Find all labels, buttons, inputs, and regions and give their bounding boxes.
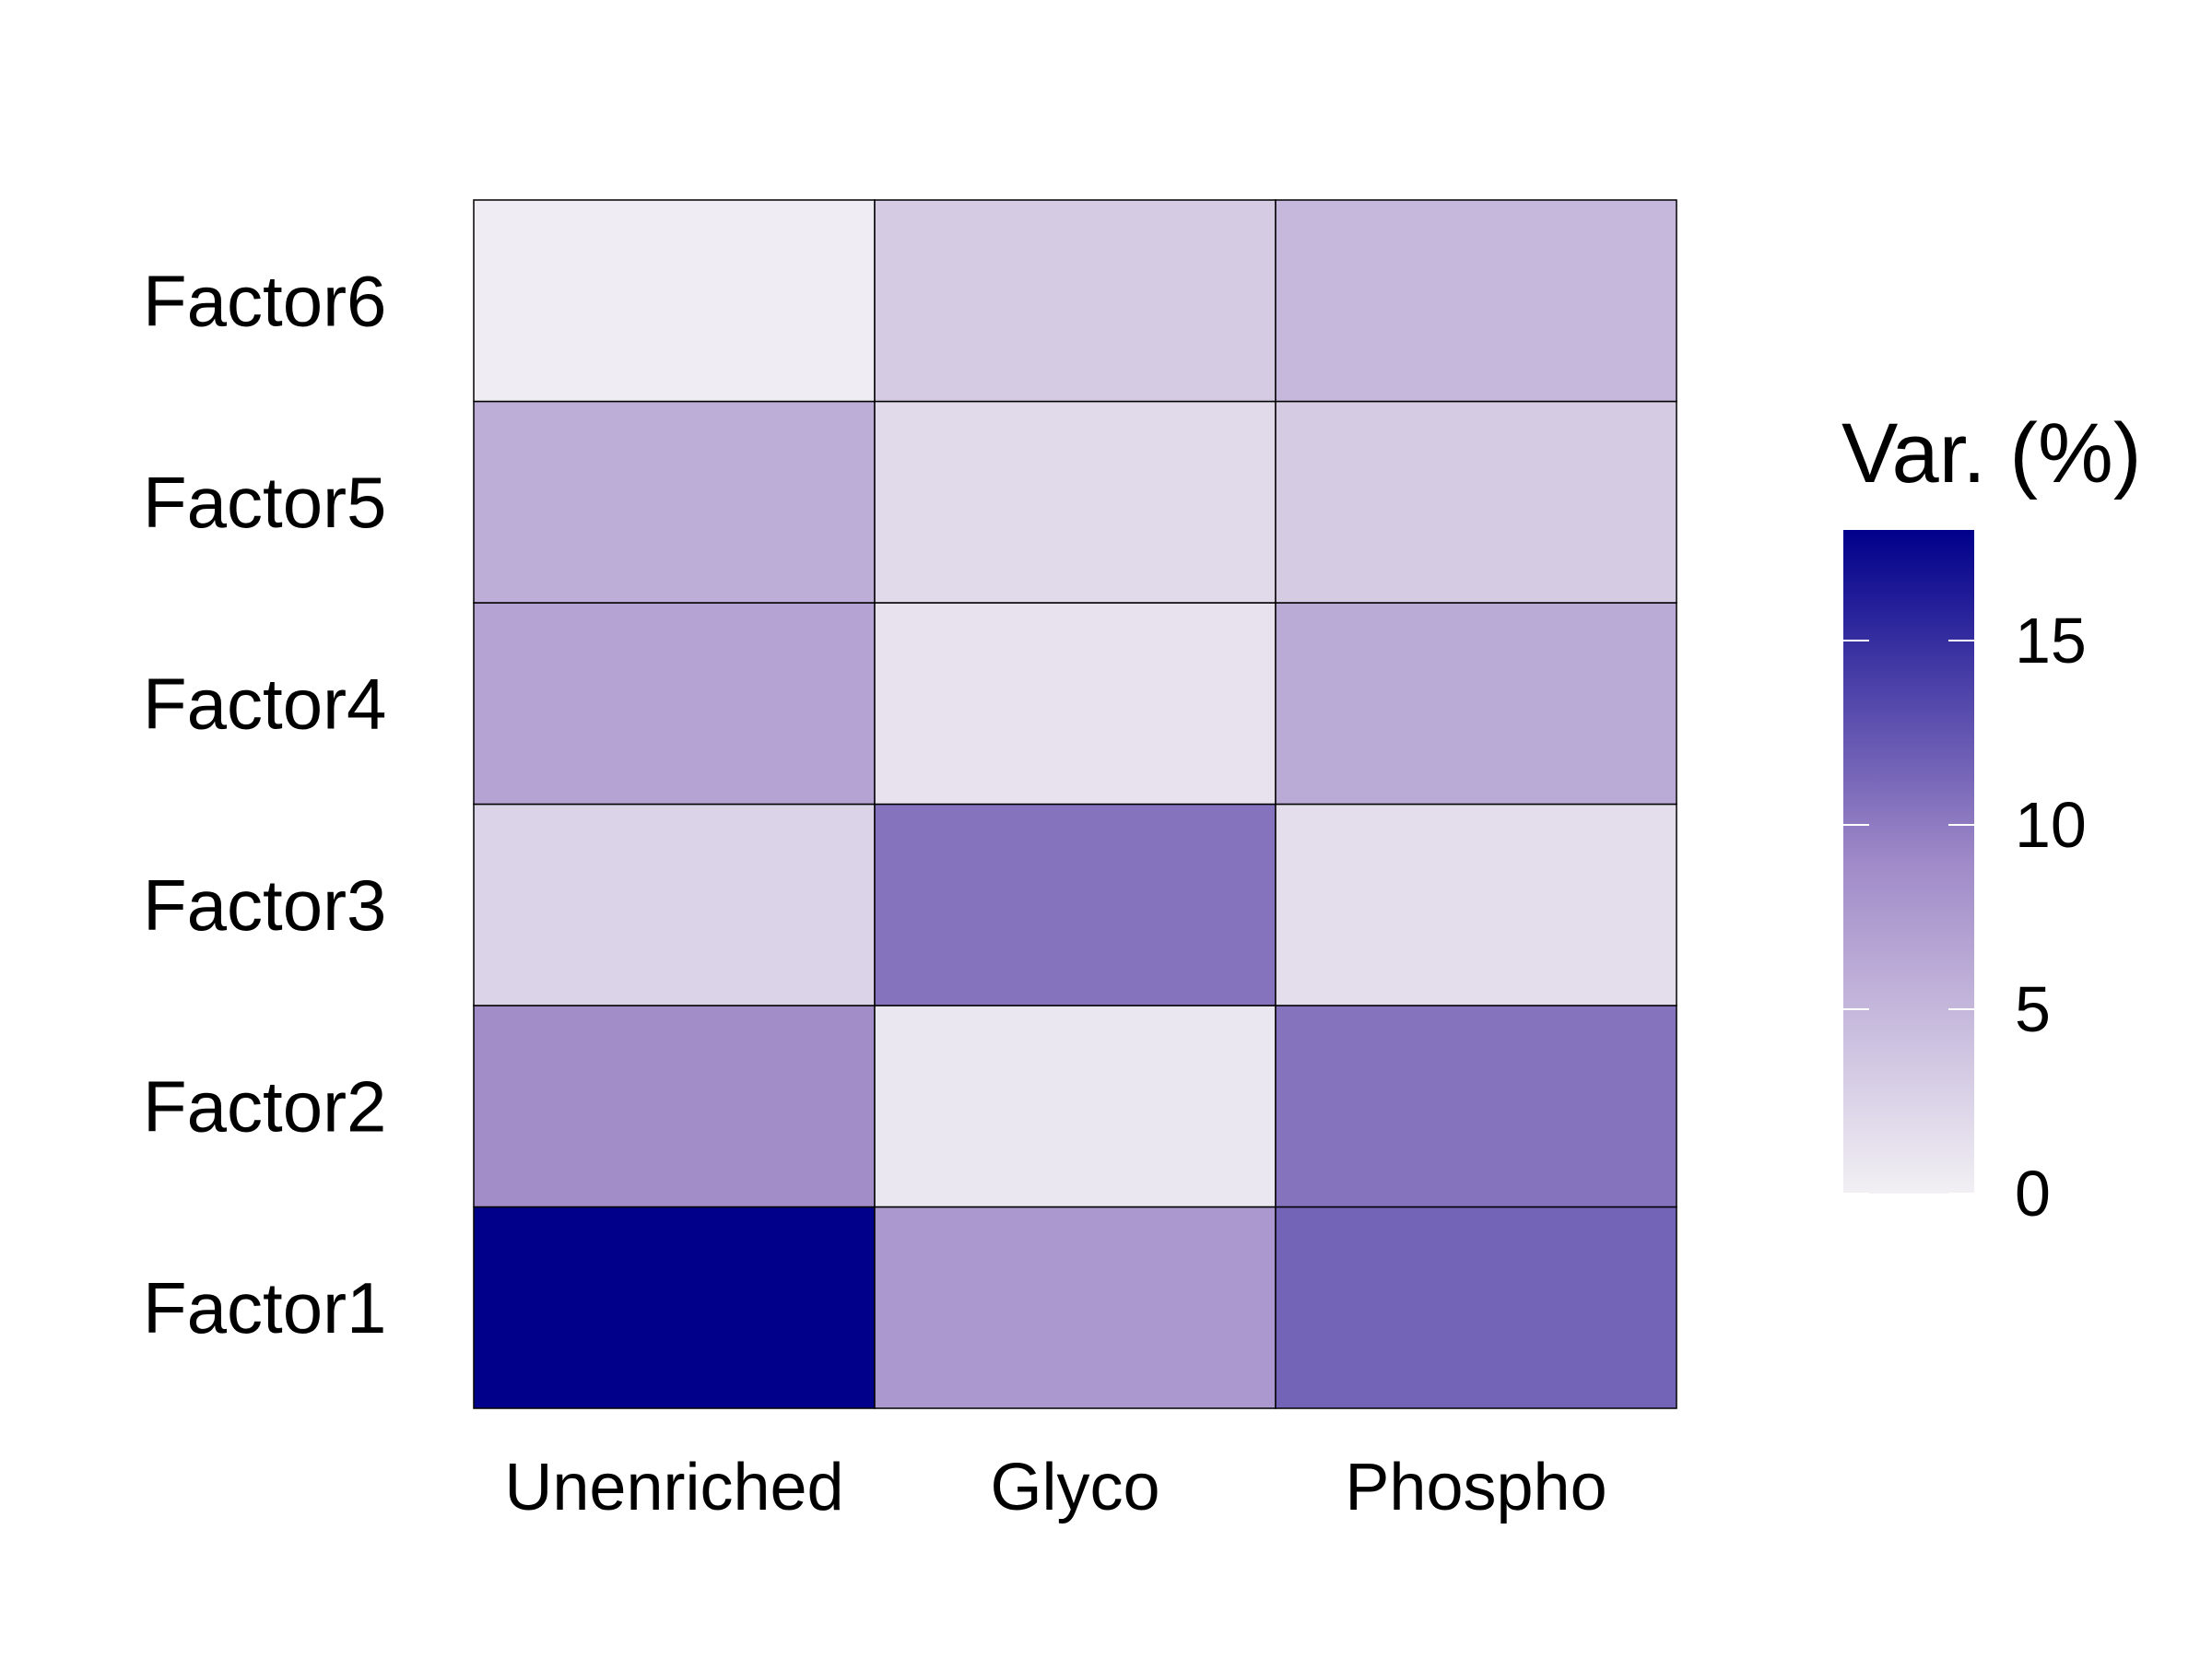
column-label-glyco: Glyco: [990, 1451, 1159, 1524]
heatmap-cell-factor6-glyco: [874, 199, 1277, 403]
row-label-factor2: Factor2: [143, 1065, 386, 1147]
heatmap-cell-factor2-phospho: [1275, 1005, 1677, 1208]
heatmap-cell-factor1-glyco: [874, 1206, 1277, 1409]
heatmap-cell-factor1-unenriched: [473, 1206, 876, 1409]
color-legend: Var. (%) 0 5 10 15: [1841, 406, 2141, 1230]
column-labels: Unenriched Glyco Phospho: [504, 1451, 1606, 1524]
heatmap-cell-factor5-phospho: [1275, 400, 1677, 604]
heatmap-cell-factor4-unenriched: [473, 602, 876, 806]
heatmap-cell-factor2-glyco: [874, 1005, 1277, 1208]
legend-tick-label-15: 15: [2015, 605, 2087, 677]
legend-color-bar: [1843, 530, 1974, 1194]
heatmap-cell-factor5-unenriched: [473, 400, 876, 604]
legend-tick-label-10: 10: [2015, 789, 2087, 861]
legend-tick-label-5: 5: [2015, 973, 2051, 1045]
heatmap-cell-factor2-unenriched: [473, 1005, 876, 1208]
heatmap-cell-factor1-phospho: [1275, 1206, 1677, 1409]
heatmap-cell-factor4-glyco: [874, 602, 1277, 806]
heatmap-cell-factor6-phospho: [1275, 199, 1677, 403]
legend-ticks: 0 5 10 15: [1843, 605, 2087, 1230]
row-label-factor3: Factor3: [143, 865, 386, 946]
column-label-phospho: Phospho: [1345, 1451, 1606, 1524]
heatmap-cell-factor5-glyco: [874, 400, 1277, 604]
heatmap-cell-factor3-glyco: [874, 803, 1277, 1006]
row-label-factor4: Factor4: [143, 663, 386, 744]
row-label-factor5: Factor5: [143, 462, 386, 543]
heatmap-cell-factor3-unenriched: [473, 803, 876, 1006]
heatmap-cell-factor3-phospho: [1275, 803, 1677, 1006]
row-label-factor1: Factor1: [143, 1267, 386, 1348]
heatmap-cells: [473, 199, 1677, 1409]
row-label-factor6: Factor6: [143, 260, 386, 341]
column-label-unenriched: Unenriched: [504, 1451, 843, 1524]
legend-title: Var. (%): [1841, 406, 2141, 500]
heatmap-cell-factor6-unenriched: [473, 199, 876, 403]
heatmap-cell-factor4-phospho: [1275, 602, 1677, 806]
row-labels: Factor1 Factor2 Factor3 Factor4 Factor5 Facto…: [143, 260, 386, 1348]
legend-tick-label-0: 0: [2015, 1158, 2051, 1230]
